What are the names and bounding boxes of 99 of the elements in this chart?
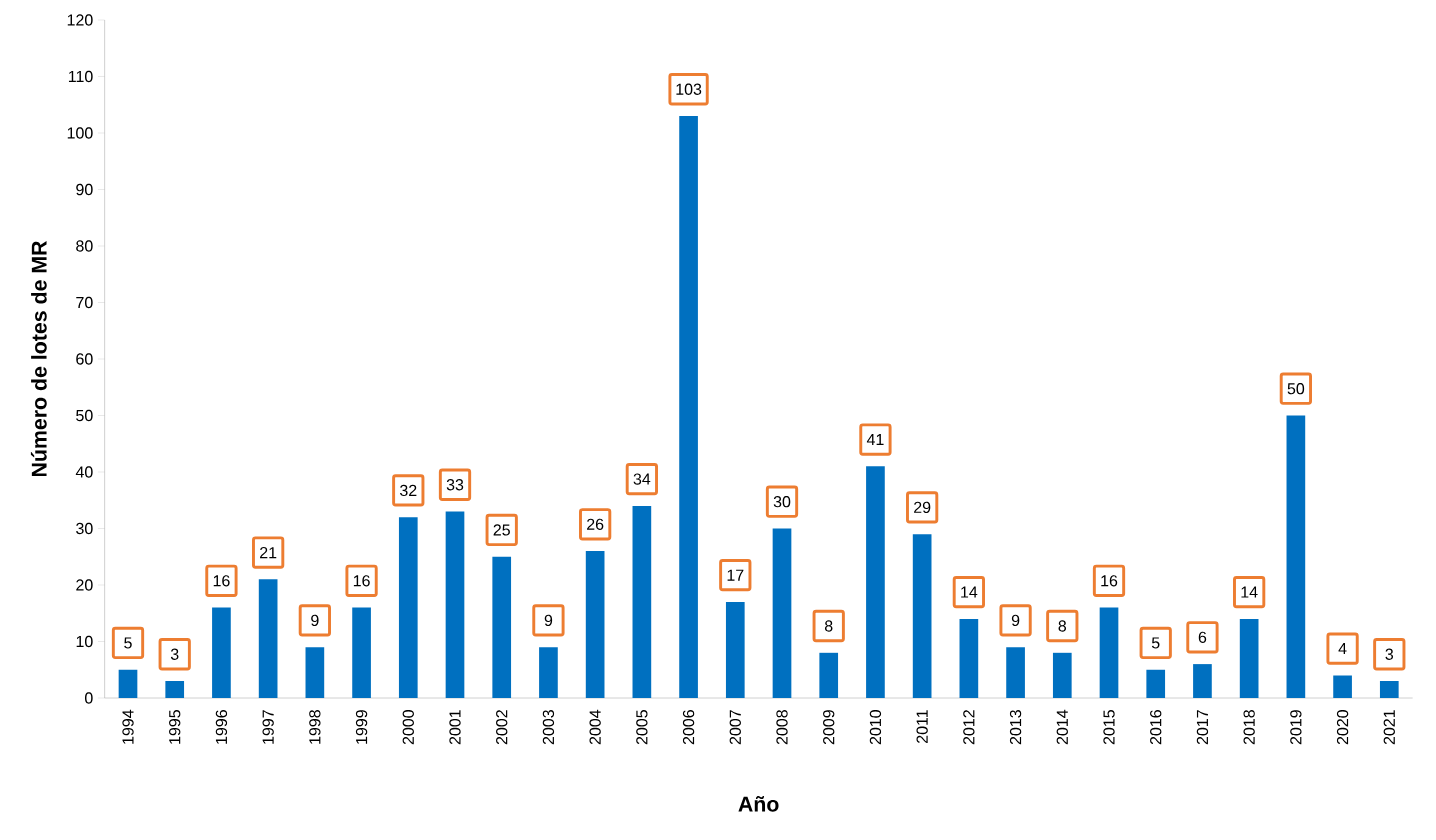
bar [1193, 664, 1212, 698]
data-label: 14 [961, 586, 978, 598]
x-tick-label: 2019 [1290, 710, 1302, 745]
data-label: 33 [446, 479, 464, 491]
bar [725, 601, 745, 698]
x-tick-label: 2020 [1336, 710, 1349, 745]
x-tick-label: 2007 [729, 710, 741, 745]
data-label: 32 [400, 484, 417, 497]
x-tick-label: 2014 [1056, 709, 1068, 745]
data-label: 16 [1101, 575, 1118, 587]
x-tick-label: 2012 [963, 710, 975, 745]
bar [1146, 669, 1166, 698]
data-label: 25 [493, 524, 510, 536]
x-tick-label: 1998 [309, 710, 321, 744]
x-tick-label: 1997 [262, 710, 274, 744]
bar [118, 669, 138, 698]
data-label: 9 [544, 614, 553, 627]
bar [1052, 652, 1072, 698]
data-label: 9 [1011, 614, 1020, 627]
y-tick-label: 90 [76, 183, 93, 196]
bar [632, 505, 652, 698]
bar [1239, 618, 1259, 698]
bar [445, 511, 465, 698]
x-tick-label: 2018 [1243, 710, 1255, 745]
x-tick-label: 1999 [355, 710, 368, 744]
x-tick-label: 2003 [542, 710, 555, 745]
y-tick-label: 20 [76, 579, 93, 591]
x-tick-label: 2002 [496, 710, 508, 745]
bar [1379, 681, 1399, 698]
data-label: 50 [1287, 383, 1305, 395]
bar [352, 607, 371, 698]
bar [305, 647, 325, 698]
data-label: 16 [213, 575, 230, 587]
bar [258, 579, 278, 698]
data-label: 41 [866, 434, 884, 446]
x-tick-label: 1996 [215, 710, 228, 744]
y-tick-label: 40 [75, 466, 93, 478]
data-label: 16 [353, 575, 370, 587]
x-tick-label: 2009 [823, 710, 835, 745]
x-tick-label: 2001 [449, 710, 461, 745]
y-tick-label: 10 [76, 635, 93, 648]
data-label: 21 [260, 546, 277, 559]
data-label: 29 [914, 501, 931, 514]
data-label: 26 [587, 518, 604, 530]
y-axis-title: Número de lotes de MR [30, 240, 47, 477]
data-label: 6 [1198, 631, 1207, 643]
data-label: 8 [1058, 620, 1067, 632]
bar [679, 116, 698, 698]
x-tick-label: 2016 [1150, 710, 1162, 745]
x-tick-label: 2017 [1196, 710, 1209, 745]
bar [819, 652, 839, 698]
data-label: 5 [124, 637, 132, 649]
x-tick-label: 2004 [589, 709, 601, 745]
bar [1006, 647, 1025, 698]
bar [539, 647, 558, 698]
x-tick-label: 2006 [682, 710, 695, 745]
data-label: 5 [1151, 637, 1160, 649]
y-tick-label: 80 [76, 240, 93, 252]
y-tick-label: 60 [76, 353, 93, 365]
x-tick-label: 2013 [1009, 710, 1022, 745]
data-label: 30 [773, 496, 791, 508]
bar [1286, 415, 1306, 698]
y-tick-label: 100 [67, 127, 93, 139]
bar [959, 618, 979, 698]
x-tick-label: 1995 [169, 710, 181, 744]
y-tick-label: 110 [68, 70, 93, 83]
x-tick-label: 2011 [916, 710, 928, 743]
bar [585, 551, 605, 698]
data-label: 14 [1241, 586, 1258, 598]
y-tick-label: 70 [76, 296, 93, 309]
bar [398, 517, 418, 698]
y-tick-label: 50 [76, 409, 93, 422]
bar [1099, 607, 1119, 698]
data-label: 3 [1385, 648, 1394, 660]
data-label: 34 [633, 473, 651, 485]
x-tick-label: 2008 [776, 710, 788, 745]
x-tick-label: 2010 [869, 710, 882, 745]
y-tick-label: 30 [76, 522, 93, 535]
x-axis-title: Año [738, 796, 779, 812]
x-tick-label: 2005 [636, 710, 648, 745]
bar [1333, 675, 1352, 698]
bar [492, 556, 512, 698]
bar [866, 466, 885, 698]
data-label: 9 [311, 614, 319, 627]
x-tick-label: 2000 [402, 710, 414, 745]
y-tick-label: 120 [67, 14, 93, 26]
data-label: 103 [676, 83, 702, 95]
data-label: 4 [1338, 643, 1347, 655]
bar [165, 681, 185, 698]
data-label: 3 [170, 648, 179, 660]
bar [912, 534, 932, 698]
bar [772, 528, 792, 698]
bar [212, 607, 231, 698]
data-label: 17 [727, 569, 744, 581]
x-tick-label: 1994 [122, 709, 134, 744]
x-tick-label: 2015 [1103, 710, 1115, 745]
y-tick-label: 0 [84, 692, 93, 704]
data-label: 8 [824, 620, 833, 632]
x-tick-label: 2021 [1383, 710, 1395, 745]
